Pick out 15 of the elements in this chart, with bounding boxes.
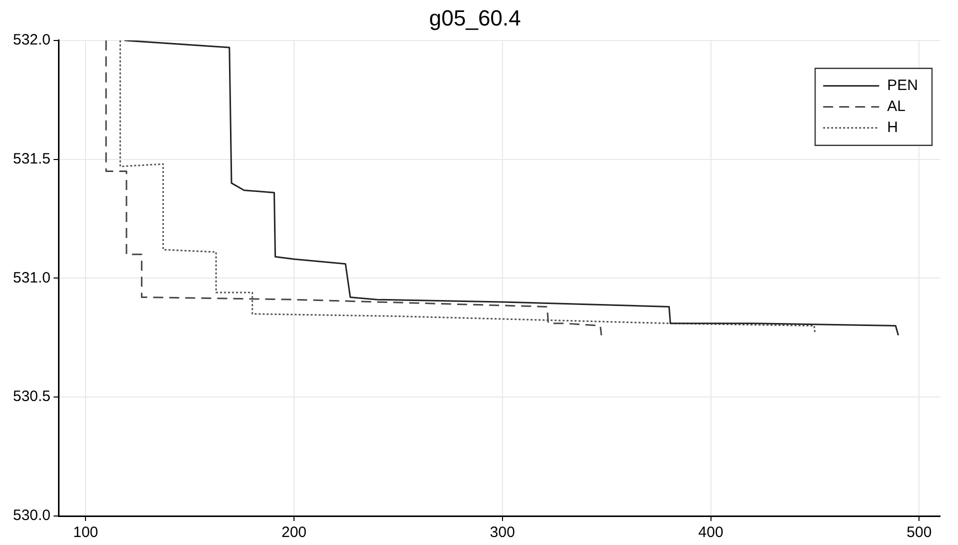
x-tick-label: 400 [698, 524, 724, 542]
y-tick-label: 531.0 [12, 269, 51, 286]
x-tick-label: 100 [73, 524, 98, 542]
line-series [105, 40, 602, 336]
x-tick-label: 200 [281, 524, 307, 542]
x-tick-label: 300 [490, 524, 515, 542]
y-tick-label: 530.0 [12, 507, 51, 524]
chart-title: g05_60.4 [429, 5, 521, 30]
y-tick-label: 530.5 [12, 388, 51, 406]
y-tick-label: 531.5 [12, 150, 51, 168]
y-tick-label: 532.0 [12, 32, 51, 49]
x-tick-label: 500 [906, 524, 932, 542]
legend-label: AL [887, 98, 906, 116]
legend-label: H [887, 119, 898, 136]
legend-label: PEN [887, 77, 918, 94]
